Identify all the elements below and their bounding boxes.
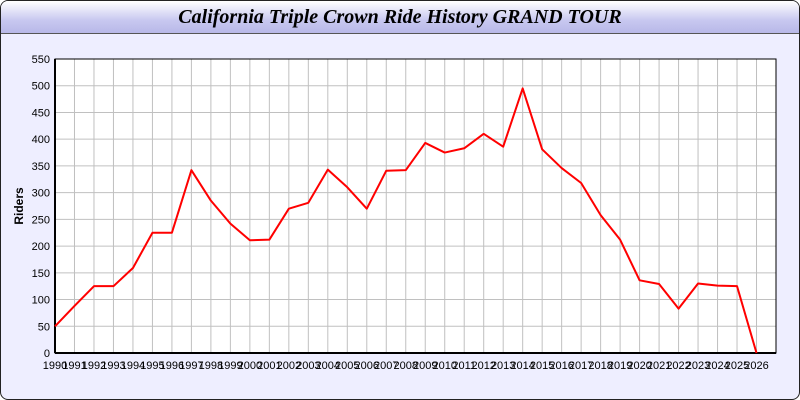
x-tick-label: 2006: [355, 360, 379, 372]
x-tick-label: 2015: [530, 360, 554, 372]
y-tick-label: 0: [44, 348, 50, 360]
y-tick-label: 550: [32, 54, 50, 66]
y-tick-label: 350: [32, 161, 50, 173]
x-tick-label: 1995: [140, 360, 164, 372]
plot-area: [55, 59, 776, 353]
x-tick-label: 2008: [394, 360, 418, 372]
x-tick-label: 2010: [432, 360, 456, 372]
x-tick-label: 2018: [588, 360, 612, 372]
x-tick-label: 2000: [238, 360, 262, 372]
x-tick-label: 2011: [452, 360, 476, 372]
x-tick-label: 2005: [335, 360, 359, 372]
title-bar: California Triple Crown Ride History GRA…: [1, 1, 799, 34]
y-tick-label: 400: [32, 134, 50, 146]
x-tick-label: 2021: [647, 360, 671, 372]
x-tick-label: 2003: [296, 360, 320, 372]
x-tick-label: 2013: [491, 360, 515, 372]
x-tick-label: 2014: [510, 360, 534, 372]
x-tick-label: 2020: [627, 360, 651, 372]
x-tick-label: 2024: [705, 360, 729, 372]
x-tick-label: 2016: [549, 360, 573, 372]
y-axis-label: Riders: [12, 187, 26, 225]
x-tick-label: 2007: [374, 360, 398, 372]
x-tick-label: 1998: [199, 360, 223, 372]
y-tick-label: 100: [32, 295, 50, 307]
x-tick-label: 1994: [121, 360, 145, 372]
x-tick-label: 2001: [257, 360, 281, 372]
x-tick-label: 1992: [82, 360, 106, 372]
x-tick-label: 2022: [666, 360, 690, 372]
x-tick-label: 2023: [686, 360, 710, 372]
x-tick-label: 1991: [62, 360, 86, 372]
y-tick-label: 50: [38, 321, 50, 333]
x-tick-label: 2017: [569, 360, 593, 372]
x-tick-label: 1999: [218, 360, 242, 372]
y-tick-label: 300: [32, 188, 50, 200]
x-tick-label: 2025: [725, 360, 749, 372]
x-tick-label: 2019: [608, 360, 632, 372]
x-tick-label: 1993: [101, 360, 125, 372]
y-tick-label: 250: [32, 214, 50, 226]
y-tick-label: 150: [32, 268, 50, 280]
y-tick-label: 450: [32, 107, 50, 119]
chart-title: California Triple Crown Ride History GRA…: [178, 6, 622, 28]
y-tick-label: 500: [32, 81, 50, 93]
x-tick-label: 2026: [744, 360, 768, 372]
x-tick-label: 2009: [413, 360, 437, 372]
x-tick-label: 2012: [471, 360, 495, 372]
y-tick-label: 200: [32, 241, 50, 253]
x-tick-label: 1997: [179, 360, 203, 372]
x-tick-label: 2002: [277, 360, 301, 372]
x-tick-label: 2004: [316, 360, 340, 372]
x-tick-label: 1996: [160, 360, 184, 372]
x-tick-label: 1990: [43, 360, 67, 372]
